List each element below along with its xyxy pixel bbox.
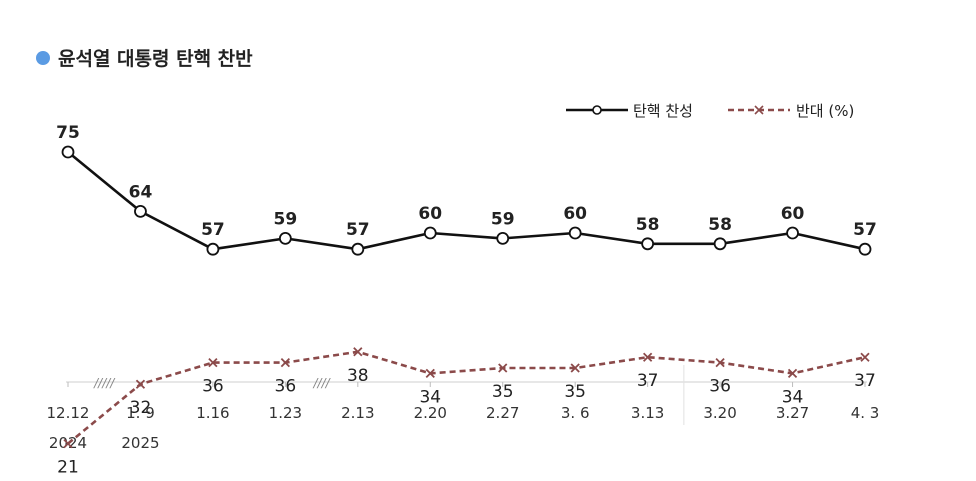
x-tick-label: 1.16 xyxy=(196,404,229,422)
data-label-approve: 57 xyxy=(346,220,370,240)
legend-label-oppose: 반대 (%) xyxy=(796,102,854,120)
data-label-approve: 57 xyxy=(201,220,225,240)
data-label-oppose: 36 xyxy=(275,377,297,397)
data-point-approve xyxy=(351,242,365,256)
data-label-oppose: 36 xyxy=(202,377,224,397)
x-marker-stroke xyxy=(280,357,291,368)
x-marker-stroke xyxy=(498,363,508,373)
legend-label-approve: 탄핵 찬성 xyxy=(633,102,693,120)
data-point-oppose xyxy=(63,438,73,449)
data-point-oppose xyxy=(642,352,653,362)
x-marker-stroke xyxy=(353,347,363,357)
data-label-oppose: 36 xyxy=(709,377,731,397)
x-year-label: 2025 xyxy=(121,434,159,452)
data-label-approve: 64 xyxy=(129,182,153,202)
data-point-oppose xyxy=(715,357,725,368)
x-marker-stroke xyxy=(63,438,73,449)
legend-marker-oppose xyxy=(754,105,764,115)
data-label-oppose: 35 xyxy=(564,382,586,402)
data-label-oppose: 34 xyxy=(782,387,804,407)
data-label-oppose: 32 xyxy=(130,398,152,418)
data-point-oppose xyxy=(280,357,291,368)
x-marker-stroke xyxy=(425,368,435,379)
data-point-oppose xyxy=(425,368,435,379)
data-point-approve xyxy=(858,242,872,256)
legend: 탄핵 찬성 반대 (%) xyxy=(566,102,854,120)
x-marker-stroke xyxy=(642,352,653,362)
data-point-approve xyxy=(568,226,582,240)
x-tick-label: 3.13 xyxy=(631,404,664,422)
x-tick-label: 2.20 xyxy=(414,404,447,422)
data-label-oppose: 38 xyxy=(347,366,369,386)
x-tick-label: 3.20 xyxy=(703,404,736,422)
x-tick-label: 4. 3 xyxy=(851,404,880,422)
data-label-oppose: 37 xyxy=(854,371,876,391)
x-tick-label: 3.27 xyxy=(776,404,809,422)
x-tick-label: 1.23 xyxy=(269,404,302,422)
data-point-approve xyxy=(134,204,147,218)
x-tick-label: 2.13 xyxy=(341,404,374,422)
data-label-oppose: 37 xyxy=(637,371,659,391)
x-tick-label: 12.12 xyxy=(47,404,90,422)
data-point-approve xyxy=(278,231,292,245)
data-point-approve xyxy=(641,237,655,251)
x-marker-stroke xyxy=(860,352,870,362)
data-label-oppose: 21 xyxy=(57,458,79,477)
data-point-approve xyxy=(496,231,510,245)
data-point-oppose xyxy=(208,357,218,368)
data-label-approve: 60 xyxy=(563,204,587,224)
x-marker-stroke xyxy=(787,368,798,379)
x-axis: 12.12 1. 9 1.16 1.23 2.13 2.20 2.27 3. 6 3.13 3.2… xyxy=(47,365,880,452)
data-label-approve: 75 xyxy=(56,123,80,143)
chart-title: 윤석열 대통령 탄핵 찬반 xyxy=(58,48,253,70)
data-label-approve: 59 xyxy=(491,209,515,229)
data-point-oppose xyxy=(498,363,508,373)
x-marker-stroke xyxy=(208,357,218,368)
chart-title-group: 윤석열 대통령 탄핵 찬반 xyxy=(36,48,253,70)
x-tick-label: 1. 9 xyxy=(126,404,155,422)
data-point-oppose xyxy=(860,352,870,362)
data-point-oppose xyxy=(353,347,363,357)
data-labels-layer: 75 64 57 59 57 60 59 60 58 58 60 57 21 32 36 36 38 34 35 35… xyxy=(56,123,877,478)
data-label-approve: 60 xyxy=(418,204,442,224)
x-tick-label: 3. 6 xyxy=(561,404,590,422)
data-label-approve: 58 xyxy=(708,215,732,235)
data-point-oppose xyxy=(570,363,580,373)
data-point-oppose xyxy=(135,379,146,389)
data-label-approve: 57 xyxy=(853,220,877,240)
data-label-approve: 60 xyxy=(781,204,805,224)
data-label-oppose: 35 xyxy=(492,382,514,402)
data-point-approve xyxy=(423,226,437,240)
x-marker-stroke xyxy=(135,379,146,389)
data-label-approve: 59 xyxy=(274,209,298,229)
data-point-approve xyxy=(206,242,220,256)
series-layer xyxy=(61,145,872,449)
data-label-oppose: 34 xyxy=(419,387,441,407)
data-label-approve: 58 xyxy=(636,215,660,235)
legend-marker-approve xyxy=(592,105,602,115)
data-point-approve xyxy=(713,237,727,251)
data-point-oppose xyxy=(787,368,798,379)
axis-break-mark: //// xyxy=(313,376,332,390)
x-tick-label: 2.27 xyxy=(486,404,519,422)
title-bullet-icon xyxy=(36,51,50,65)
data-point-approve xyxy=(786,226,799,240)
x-marker-stroke xyxy=(715,357,725,368)
series-line-oppose xyxy=(67,350,866,445)
series-line-approve xyxy=(67,150,866,251)
data-point-approve xyxy=(61,145,75,159)
x-marker-stroke xyxy=(570,363,580,373)
axis-break-mark: ///// xyxy=(93,376,116,390)
